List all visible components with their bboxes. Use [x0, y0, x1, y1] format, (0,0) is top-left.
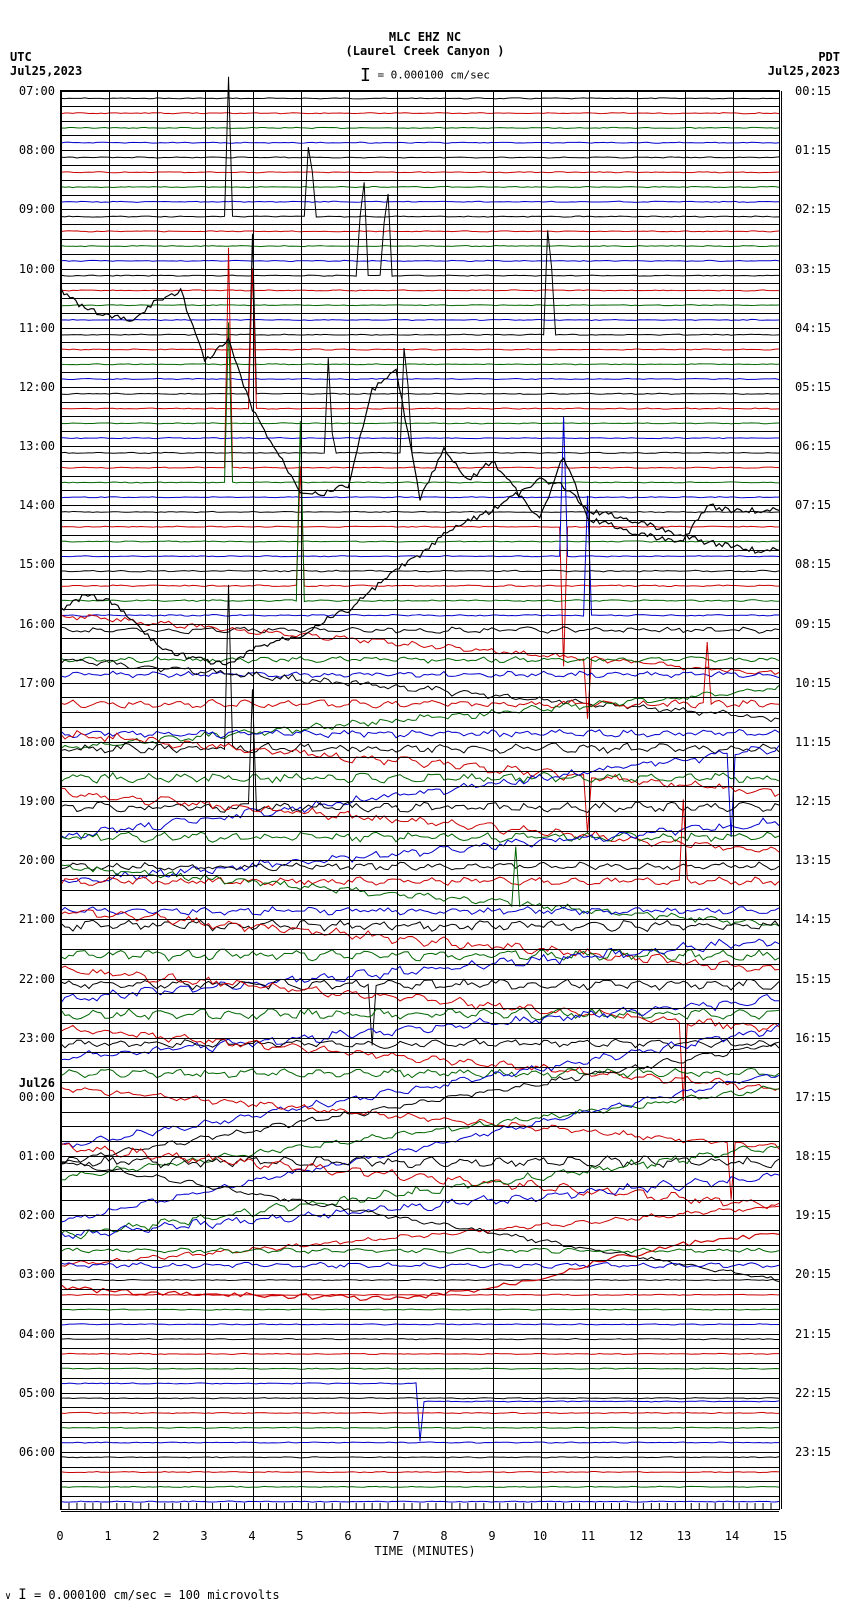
pdt-17:15: 17:15: [795, 1090, 840, 1104]
x-tick-6: 6: [344, 1529, 351, 1543]
utc-17:00: 17:00: [10, 676, 55, 690]
utc-18:00: 18:00: [10, 735, 55, 749]
utc-20:00: 20:00: [10, 853, 55, 867]
x-tick-9: 9: [488, 1529, 495, 1543]
x-tick-1: 1: [104, 1529, 111, 1543]
pdt-16:15: 16:15: [795, 1031, 840, 1045]
title-line1: MLC EHZ NC: [0, 30, 850, 44]
pdt-00:15: 00:15: [795, 84, 840, 98]
x-tick-3: 3: [200, 1529, 207, 1543]
utc-06:00: 06:00: [10, 1445, 55, 1459]
utc-03:00: 03:00: [10, 1267, 55, 1281]
x-tick-14: 14: [725, 1529, 739, 1543]
utc-day2: Jul26: [10, 1076, 55, 1090]
utc-23:00: 23:00: [10, 1031, 55, 1045]
utc-01:00: 01:00: [10, 1149, 55, 1163]
pdt-02:15: 02:15: [795, 202, 840, 216]
utc-19:00: 19:00: [10, 794, 55, 808]
pdt-01:15: 01:15: [795, 143, 840, 157]
utc-05:00: 05:00: [10, 1386, 55, 1400]
scale-bar: I = 0.000100 cm/sec: [360, 65, 490, 86]
x-tick-5: 5: [296, 1529, 303, 1543]
pdt-06:15: 06:15: [795, 439, 840, 453]
utc-13:00: 13:00: [10, 439, 55, 453]
x-tick-13: 13: [677, 1529, 691, 1543]
utc-12:00: 12:00: [10, 380, 55, 394]
pdt-12:15: 12:15: [795, 794, 840, 808]
pdt-22:15: 22:15: [795, 1386, 840, 1400]
utc-11:00: 11:00: [10, 321, 55, 335]
x-tick-11: 11: [581, 1529, 595, 1543]
x-tick-10: 10: [533, 1529, 547, 1543]
x-tick-8: 8: [440, 1529, 447, 1543]
utc-04:00: 04:00: [10, 1327, 55, 1341]
utc-10:00: 10:00: [10, 262, 55, 276]
helicorder-plot: [60, 90, 780, 1510]
pdt-14:15: 14:15: [795, 912, 840, 926]
pdt-13:15: 13:15: [795, 853, 840, 867]
tz-left: UTC Jul25,2023: [10, 50, 82, 79]
pdt-03:15: 03:15: [795, 262, 840, 276]
pdt-04:15: 04:15: [795, 321, 840, 335]
utc-21:00: 21:00: [10, 912, 55, 926]
pdt-18:15: 18:15: [795, 1149, 840, 1163]
trace-svg: [61, 91, 779, 1509]
utc-08:00: 08:00: [10, 143, 55, 157]
pdt-21:15: 21:15: [795, 1327, 840, 1341]
pdt-08:15: 08:15: [795, 557, 840, 571]
pdt-15:15: 15:15: [795, 972, 840, 986]
utc-15:00: 15:00: [10, 557, 55, 571]
chart-title: MLC EHZ NC (Laurel Creek Canyon ): [0, 30, 850, 59]
tz-right: PDT Jul25,2023: [768, 50, 840, 79]
pdt-23:15: 23:15: [795, 1445, 840, 1459]
x-tick-12: 12: [629, 1529, 643, 1543]
x-tick-15: 15: [773, 1529, 787, 1543]
title-line2: (Laurel Creek Canyon ): [0, 44, 850, 58]
utc-09:00: 09:00: [10, 202, 55, 216]
x-tick-4: 4: [248, 1529, 255, 1543]
utc-16:00: 16:00: [10, 617, 55, 631]
pdt-09:15: 09:15: [795, 617, 840, 631]
x-tick-2: 2: [152, 1529, 159, 1543]
pdt-10:15: 10:15: [795, 676, 840, 690]
pdt-20:15: 20:15: [795, 1267, 840, 1281]
utc-00:00: 00:00: [10, 1090, 55, 1104]
pdt-11:15: 11:15: [795, 735, 840, 749]
pdt-07:15: 07:15: [795, 498, 840, 512]
utc-14:00: 14:00: [10, 498, 55, 512]
pdt-05:15: 05:15: [795, 380, 840, 394]
utc-02:00: 02:00: [10, 1208, 55, 1222]
x-tick-0: 0: [56, 1529, 63, 1543]
pdt-19:15: 19:15: [795, 1208, 840, 1222]
x-tick-7: 7: [392, 1529, 399, 1543]
xaxis-title: TIME (MINUTES): [374, 1544, 475, 1558]
utc-07:00: 07:00: [10, 84, 55, 98]
utc-22:00: 22:00: [10, 972, 55, 986]
footer-scale: ∨ I = 0.000100 cm/sec = 100 microvolts: [5, 1587, 280, 1603]
